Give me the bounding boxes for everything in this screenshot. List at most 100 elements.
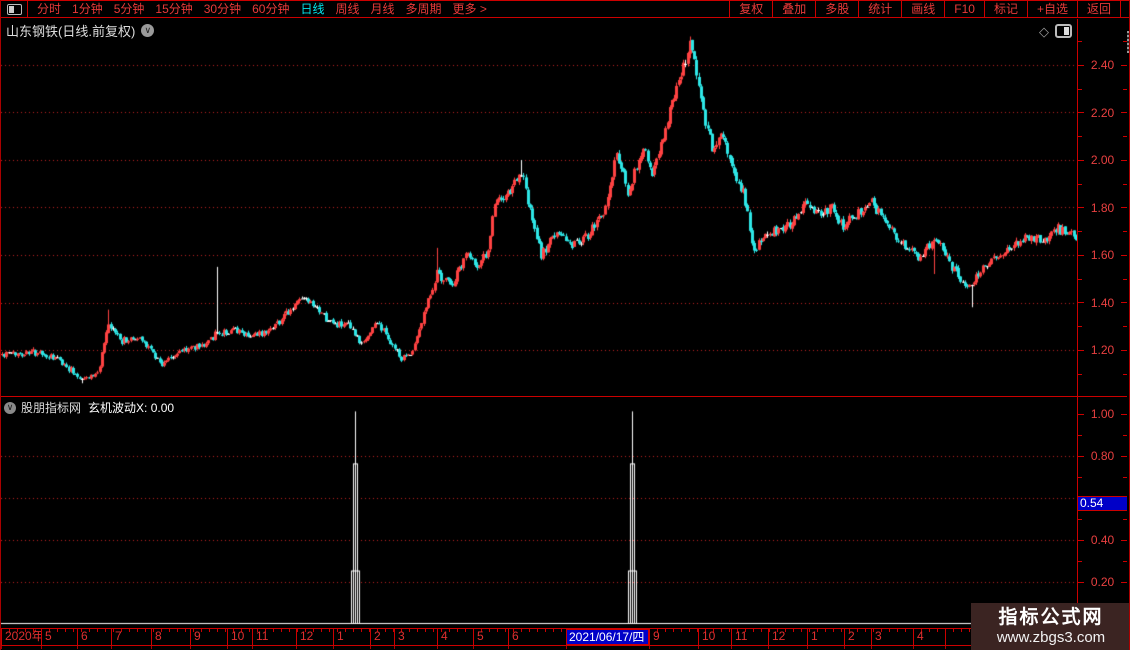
- period-tab-1分钟[interactable]: 1分钟: [72, 2, 103, 16]
- date-axis-cell: 6: [508, 629, 566, 645]
- bottom-tick: [151, 646, 152, 649]
- period-tab-15分钟[interactable]: 15分钟: [155, 2, 193, 16]
- bottom-tick: [473, 646, 474, 649]
- toolbar-button-多股[interactable]: 多股: [815, 1, 858, 17]
- scrollbar-grip[interactable]: [1127, 31, 1129, 53]
- bottom-tick: [871, 646, 872, 649]
- indicator-axis-label: 0.20: [1090, 574, 1115, 589]
- chart-title[interactable]: 山东钢铁(日线.前复权): [6, 24, 136, 39]
- price-axis-label: 1.80: [1090, 200, 1115, 215]
- price-axis-label: 2.20: [1090, 105, 1115, 120]
- period-tab-周线[interactable]: 周线: [335, 2, 360, 16]
- date-axis-cell: 3: [394, 629, 437, 645]
- period-tab-5分钟[interactable]: 5分钟: [113, 2, 145, 16]
- price-axis-tick: [1078, 184, 1082, 185]
- diamond-icon[interactable]: ◇: [1039, 23, 1049, 39]
- price-axis-tick: [1123, 184, 1127, 185]
- layout-toggle-button[interactable]: [1, 1, 28, 17]
- toolbar-button-返回[interactable]: 返回: [1076, 1, 1121, 17]
- date-axis-cell: 10: [227, 629, 252, 645]
- indicator-axis-tick: [1078, 582, 1084, 583]
- toolbar-button-F10[interactable]: F10: [944, 1, 984, 17]
- bottom-tick: [649, 646, 650, 649]
- period-tab-分时[interactable]: 分时: [37, 2, 62, 16]
- price-axis-tick: [1078, 326, 1082, 327]
- price-axis-tick: [1123, 136, 1127, 137]
- date-axis-cell: 5: [41, 629, 77, 645]
- toolbar-button-画线[interactable]: 画线: [901, 1, 944, 17]
- price-axis-tick: [1123, 89, 1127, 90]
- indicator-axis-tick: [1078, 519, 1082, 520]
- bottom-tick: [252, 646, 253, 649]
- period-tabs: 分时 1分钟 5分钟 15分钟 30分钟 60分钟 日线 周线 月线 多周期 更多 >: [37, 1, 487, 17]
- date-axis-cell: 2: [370, 629, 394, 645]
- date-axis-cell: 9: [649, 629, 698, 645]
- panel-divider[interactable]: [1, 396, 1129, 397]
- period-tab-多周期[interactable]: 多周期: [405, 2, 442, 16]
- bottom-tick: [190, 646, 191, 649]
- period-tab-日线[interactable]: 日线: [300, 2, 325, 16]
- collapse-chevron-icon[interactable]: ∨: [4, 401, 16, 414]
- indicator-axis-tick: [1078, 414, 1084, 415]
- bottom-tick: [111, 646, 112, 649]
- date-axis-cell: 1: [807, 629, 844, 645]
- price-axis-tick: [1078, 279, 1082, 280]
- bottom-tick: [394, 646, 395, 649]
- price-axis-tick: [1121, 112, 1127, 113]
- toolbar-button-复权[interactable]: 复权: [729, 1, 772, 17]
- toolbar-button-叠加[interactable]: 叠加: [772, 1, 815, 17]
- chevron-down-icon[interactable]: ∨: [141, 24, 155, 37]
- price-axis-tick: [1123, 231, 1127, 232]
- date-cursor-label: 2021/06/17/四: [566, 629, 649, 645]
- bottom-tick: [698, 646, 699, 649]
- layout-icon: [6, 3, 22, 15]
- date-axis-cell: 11: [252, 629, 296, 645]
- indicator-axis-tick: [1078, 561, 1082, 562]
- price-axis: 2.40 2.20 2.00 1.80 1.60 1.40 1.20: [1077, 19, 1128, 396]
- bottom-tick: [437, 646, 438, 649]
- bottom-cutoff-strip: [1, 646, 1129, 650]
- price-axis-tick: [1123, 279, 1127, 280]
- indicator-axis-label: 0.40: [1090, 532, 1115, 547]
- date-axis-cell: 6: [77, 629, 111, 645]
- indicator-axis-tick: [1123, 435, 1127, 436]
- watermark-url: www.zbgs3.com: [996, 628, 1106, 646]
- date-axis-cell: 12: [296, 629, 333, 645]
- indicator-axis-tick: [1121, 456, 1127, 457]
- toolbar-button-统计[interactable]: 统计: [858, 1, 901, 17]
- toolbar-button-标记[interactable]: 标记: [983, 1, 1027, 17]
- right-scroll-strip: [1127, 19, 1129, 628]
- price-axis-tick: [1121, 65, 1127, 66]
- date-axis-cell: 4: [437, 629, 473, 645]
- indicator-axis-tick: [1078, 540, 1084, 541]
- price-axis-tick: [1121, 160, 1127, 161]
- indicator-chart-canvas[interactable]: [1, 397, 1077, 628]
- date-axis-cell: 2: [844, 629, 871, 645]
- bottom-tick: [913, 646, 914, 649]
- price-axis-tick: [1078, 350, 1084, 351]
- period-tab-60分钟[interactable]: 60分钟: [252, 2, 290, 16]
- date-axis-cell: 5: [473, 629, 508, 645]
- indicator-axis-tick: [1121, 540, 1127, 541]
- date-axis-cell: 2020年: [1, 629, 41, 645]
- candlestick-chart-canvas[interactable]: [1, 19, 1077, 396]
- indicator-axis-tick: [1078, 477, 1082, 478]
- toolbar-button-自选[interactable]: +自选: [1026, 1, 1077, 17]
- price-axis-tick: [1121, 207, 1127, 208]
- date-axis-cell: 7: [111, 629, 151, 645]
- price-axis-label: 2.40: [1090, 58, 1115, 72]
- bottom-tick: [227, 646, 228, 649]
- price-axis-label: 1.40: [1090, 295, 1115, 310]
- price-axis-tick: [1123, 326, 1127, 327]
- indicator-value-label: 玄机波动X: 0.00: [88, 401, 175, 415]
- price-axis-tick: [1078, 41, 1082, 42]
- indicator-axis-tick: [1078, 435, 1082, 436]
- period-tab-月线[interactable]: 月线: [370, 2, 395, 16]
- indicator-axis-tick: [1123, 519, 1127, 520]
- period-tab-更多[interactable]: 更多 >: [452, 2, 487, 16]
- indicator-header: ∨ 股朋指标网 玄机波动X: 0.00: [4, 399, 174, 416]
- sidebar-toggle-icon[interactable]: [1055, 24, 1072, 38]
- bottom-tick: [566, 646, 567, 649]
- period-tab-30分钟[interactable]: 30分钟: [203, 2, 242, 16]
